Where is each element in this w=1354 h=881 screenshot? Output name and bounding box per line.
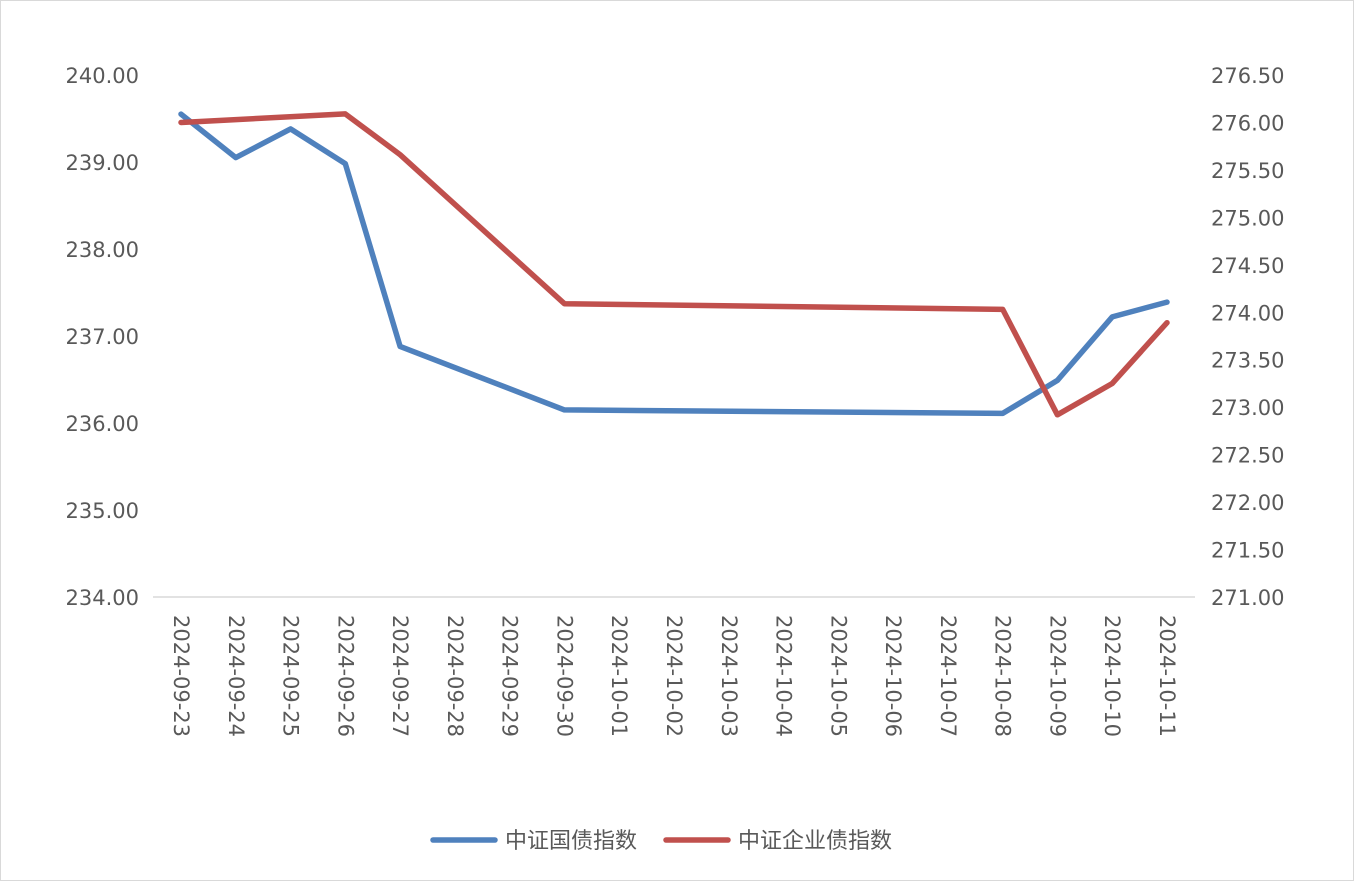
x-axis-tick-label: 2024-09-30 [552,615,576,737]
right-axis-tick-label: 276.00 [1211,111,1284,135]
x-axis-tick-label: 2024-09-28 [443,615,467,737]
x-axis-tick-label: 2024-10-09 [1045,615,1069,737]
right-axis-tick-label: 273.50 [1211,349,1284,373]
right-axis-tick-label: 276.50 [1211,64,1284,88]
x-axis-tick-label: 2024-10-08 [991,615,1015,737]
legend-label-1: 中证国债指数 [505,829,637,854]
x-axis-tick-labels: 2024-09-23 2024-09-24 2024-09-25 2024-09-26… [169,615,1179,737]
left-axis-tick-label: 237.00 [66,325,139,349]
left-axis-tick-label: 235.00 [66,499,139,523]
left-axis-tick-label: 239.00 [66,151,139,175]
right-axis-tick-label: 271.00 [1211,586,1284,610]
left-axis-tick-label: 236.00 [66,412,139,436]
right-axis-tick-label: 275.00 [1211,206,1284,230]
x-axis-tick-label: 2024-09-23 [169,615,193,737]
x-axis-tick-label: 2024-10-02 [662,615,686,737]
left-axis-tick-label: 240.00 [66,64,139,88]
x-axis-tick-label: 2024-10-05 [826,615,850,737]
legend: 中证国债指数 中证企业债指数 [430,829,892,854]
legend-label-2: 中证企业债指数 [738,829,892,854]
right-axis-tick-label: 274.50 [1211,254,1284,278]
right-axis-tick-label: 271.50 [1211,539,1284,563]
x-axis-tick-label: 2024-10-01 [607,615,631,737]
right-axis-tick-label: 274.00 [1211,301,1284,325]
x-axis-tick-label: 2024-09-26 [333,615,357,737]
left-axis-tick-label: 234.00 [66,586,139,610]
left-axis-tick-label: 238.00 [66,238,139,262]
right-axis-tick-label: 275.50 [1211,159,1284,183]
x-axis-tick-label: 2024-09-25 [279,615,303,737]
series-lines [178,111,1170,418]
x-axis-tick-label: 2024-09-24 [224,615,248,737]
x-axis-tick-label: 2024-09-27 [388,615,412,737]
x-axis-tick-label: 2024-09-29 [498,615,522,737]
series-line-1 [178,111,1170,417]
x-axis-tick-label: 2024-10-03 [717,615,741,737]
right-axis-tick-label: 272.50 [1211,444,1284,468]
series-line-2 [178,111,1170,418]
x-axis-tick-label: 2024-10-04 [772,615,796,737]
x-axis-tick-label: 2024-10-11 [1155,615,1179,737]
x-axis-tick-label: 2024-10-06 [881,615,905,737]
x-axis-tick-label: 2024-10-10 [1100,615,1124,737]
left-axis-tick-labels: 234.00 235.00 236.00 237.00 238.00 239.00 240.… [66,64,139,610]
right-axis-tick-label: 273.00 [1211,396,1284,420]
right-axis-tick-label: 272.00 [1211,491,1284,515]
right-axis-tick-labels: 271.00 271.50 272.00 272.50 273.00 273.50 274.… [1211,64,1284,610]
x-axis-tick-label: 2024-10-07 [936,615,960,737]
